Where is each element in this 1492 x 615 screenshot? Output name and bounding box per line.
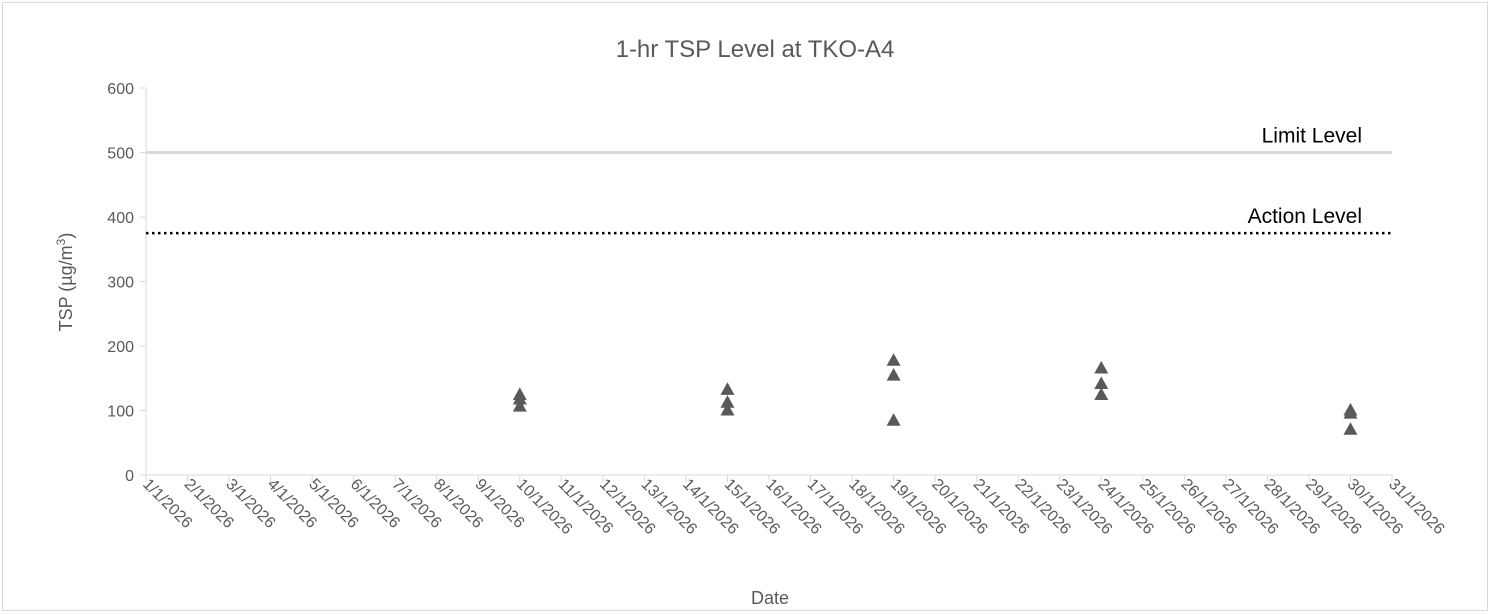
- y-tick-label: 200: [107, 339, 134, 356]
- y-tick-label: 600: [107, 81, 134, 98]
- limit-level-label: Limit Level: [1262, 125, 1362, 148]
- data-point-triangle: [1094, 387, 1109, 400]
- data-point-triangle: [1094, 376, 1109, 390]
- x-axis: 1/1/20262/1/20263/1/20264/1/20265/1/2026…: [139, 474, 1448, 538]
- data-point-triangle: [720, 395, 735, 408]
- data-point-triangle: [720, 402, 735, 416]
- y-tick-label: 100: [107, 404, 134, 421]
- y-tick-label: 500: [107, 146, 134, 163]
- data-point-triangle: [1343, 422, 1358, 435]
- x-axis-title: Date: [751, 588, 789, 608]
- y-axis: 0 100 200 300 400 500 600: [107, 81, 147, 485]
- data-points: [512, 353, 1358, 435]
- y-axis-title: TSP (µg/m3): [54, 233, 76, 332]
- data-point-triangle: [886, 353, 901, 366]
- chart-title: 1-hr TSP Level at TKO-A4: [616, 36, 895, 63]
- data-point-triangle: [512, 391, 527, 405]
- data-point-triangle: [886, 413, 901, 426]
- data-point-triangle: [1343, 406, 1358, 419]
- data-point-triangle: [1094, 360, 1109, 374]
- data-point-triangle: [720, 382, 735, 395]
- y-tick-label: 0: [125, 468, 134, 485]
- data-point-triangle: [512, 398, 527, 412]
- data-point-triangle: [886, 368, 901, 381]
- y-tick-label: 300: [107, 275, 134, 292]
- reference-lines: Limit Level Action Level: [146, 125, 1392, 235]
- action-level-label: Action Level: [1248, 205, 1362, 228]
- y-tick-label: 400: [107, 210, 134, 227]
